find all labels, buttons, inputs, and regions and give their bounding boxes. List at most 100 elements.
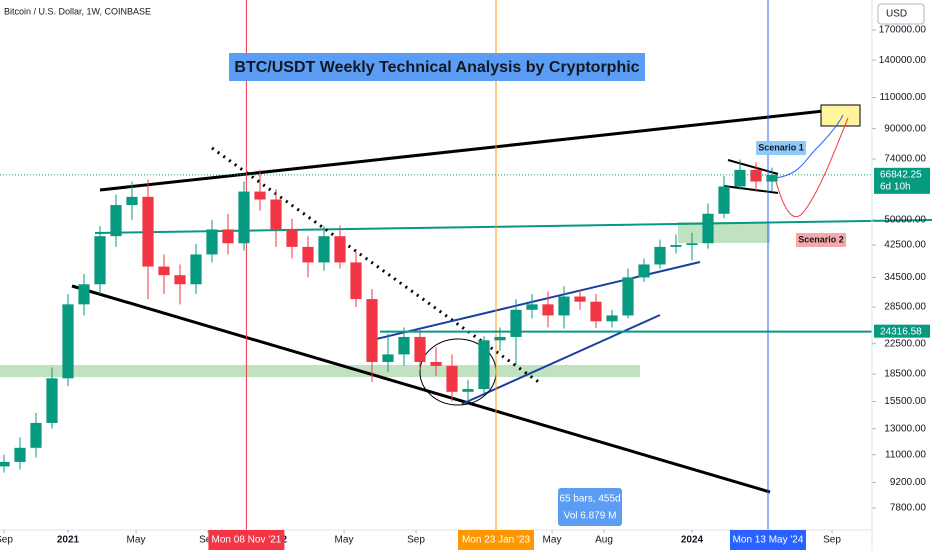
y-tick-label: 15500.00 <box>884 396 926 407</box>
x-tick-label: Sep <box>407 535 425 546</box>
candle-body <box>302 246 314 263</box>
candle-body <box>606 315 618 322</box>
x-tick-label: May <box>335 535 354 546</box>
candle-body <box>270 199 282 230</box>
range-bars: 65 bars, 455d <box>559 494 620 505</box>
candle-body <box>718 186 730 214</box>
candle-body <box>462 389 474 392</box>
scenario-1-box <box>756 141 806 155</box>
candle-body <box>734 169 746 187</box>
candle-body <box>174 275 186 285</box>
marker-label: Mon 13 May '24 <box>733 535 804 546</box>
candle-body <box>190 254 202 285</box>
range-volume: Vol 6.879 M <box>564 511 617 522</box>
candle-body <box>510 309 522 337</box>
candle-body <box>318 236 330 263</box>
y-tick-label: 140000.00 <box>879 55 927 66</box>
x-tick-label: May <box>127 535 146 546</box>
y-tick-label: 34500.00 <box>884 272 926 283</box>
range-box <box>558 488 622 526</box>
y-tick-label: 42500.00 <box>884 240 926 251</box>
horizontal-line <box>94 219 932 234</box>
currency-button[interactable] <box>877 3 925 25</box>
price-label-box <box>874 324 930 338</box>
y-tick-label: 50000.00 <box>884 214 926 225</box>
candle-body <box>158 266 170 276</box>
marker-label: Mon 23 Jan '23 <box>462 535 531 546</box>
scenario-2-label: Scenario 2 <box>798 234 844 244</box>
candle-body <box>430 361 442 366</box>
y-tick-label: 7800.00 <box>890 503 927 514</box>
candle-body <box>126 196 138 206</box>
scenario-2-path <box>774 117 849 218</box>
x-tick-label: 2024 <box>681 535 704 546</box>
candle-body <box>398 336 410 355</box>
candle-body <box>670 245 682 247</box>
candle-body <box>702 213 714 244</box>
candle-body <box>46 378 58 423</box>
y-tick-label: 28500.00 <box>884 302 926 313</box>
candle-body <box>446 365 458 392</box>
y-tick-label: 170000.00 <box>879 25 927 36</box>
candle-body <box>590 301 602 322</box>
candle-body <box>638 264 650 278</box>
candle-body <box>30 422 42 448</box>
support-zone <box>678 222 770 243</box>
marker-label-box <box>458 530 534 550</box>
candle-body <box>366 299 378 362</box>
flag-upper <box>727 159 779 175</box>
support-trendline <box>71 284 771 494</box>
y-tick-label: 22500.00 <box>884 338 926 349</box>
y-tick-label: 11000.00 <box>885 449 926 460</box>
candle-body <box>286 229 298 247</box>
candle-body <box>62 304 74 379</box>
candle-body <box>238 191 250 244</box>
candle-body <box>622 277 634 316</box>
resistance-trendline <box>99 105 861 192</box>
candle-body <box>766 174 778 182</box>
marker-label: Mon 08 Nov '21 <box>212 535 282 546</box>
candle-body <box>382 354 394 362</box>
candle-body <box>558 296 570 316</box>
price-label: 66842.25 <box>880 169 922 180</box>
candle-body <box>78 284 90 305</box>
candle-body <box>94 236 106 285</box>
candle-body <box>686 243 698 246</box>
candle-body <box>334 236 346 263</box>
price-label-box <box>874 167 930 194</box>
candle-body <box>110 205 122 237</box>
x-tick-label: Sep <box>199 535 217 546</box>
candle-body <box>414 336 426 362</box>
candle-body <box>494 336 506 341</box>
candle-body <box>526 304 538 310</box>
scenario-1-path <box>774 114 844 179</box>
x-tick-label: Sep <box>0 535 13 546</box>
y-tick-label: 18500.00 <box>884 369 926 380</box>
y-tick-label: 9200.00 <box>890 477 927 488</box>
title-box <box>229 53 645 81</box>
candle-body <box>350 262 362 300</box>
candle-body <box>222 229 234 244</box>
target-box <box>820 104 861 127</box>
y-tick-label: 74000.00 <box>884 154 926 165</box>
candle-body <box>206 229 218 255</box>
chart-title: BTC/USDT Weekly Technical Analysis by Cr… <box>234 59 639 76</box>
flag-lower <box>723 185 779 194</box>
candle-body <box>750 169 762 182</box>
symbol-header: Bitcoin / U.S. Dollar, 1W, COINBASE <box>4 6 151 16</box>
candle-body <box>142 196 154 267</box>
x-tick-label: Aug <box>595 535 613 546</box>
x-tick-label: May <box>543 535 562 546</box>
marker-label-box <box>208 530 285 550</box>
scenario-1-label: Scenario 1 <box>758 142 804 152</box>
candle-body <box>14 447 26 462</box>
price-label: 24316.58 <box>880 326 922 337</box>
marks <box>0 0 872 530</box>
x-tick-label: 2021 <box>57 535 80 546</box>
y-tick-label: 13000.00 <box>884 423 926 434</box>
marker-label-box <box>730 530 806 550</box>
currency-label: USD <box>886 9 907 20</box>
channel-lower <box>461 314 661 405</box>
